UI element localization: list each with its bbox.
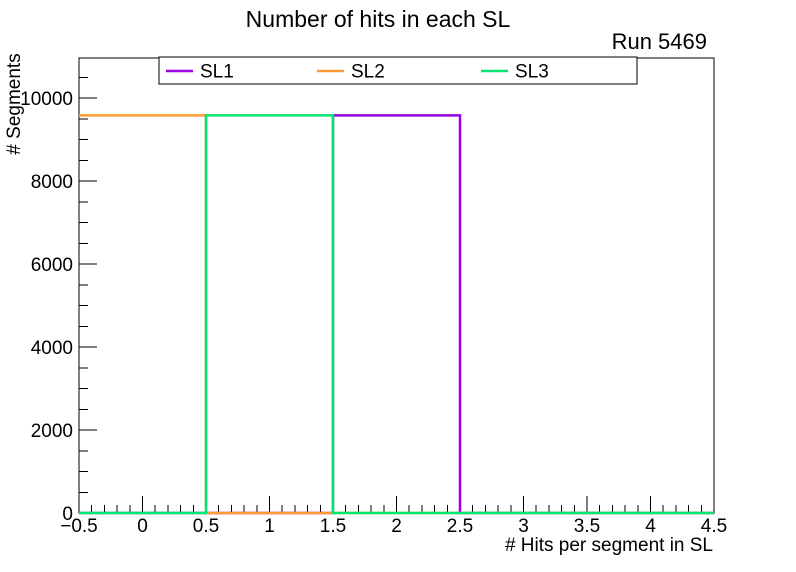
y-tick-label: 6000 (31, 255, 73, 276)
x-tick-label: 0.5 (193, 516, 219, 537)
x-tick-label: 4 (645, 516, 656, 537)
x-tick-label: 2.5 (447, 516, 473, 537)
plot-title: Number of hits in each SL (246, 6, 511, 32)
y-tick-label: 10000 (20, 89, 73, 110)
x-tick-label: −0.5 (60, 516, 98, 537)
series-SL1 (79, 114, 714, 515)
legend-box (158, 56, 638, 85)
y-axis-title: # Segments (4, 53, 25, 154)
x-tick-label: 1 (264, 516, 275, 537)
legend-label: SL1 (200, 62, 234, 83)
legend-label: SL3 (515, 62, 549, 83)
plot-frame (78, 57, 715, 514)
legend-label: SL2 (351, 62, 385, 83)
x-tick-label: 4.5 (701, 516, 727, 537)
x-tick-label: 3 (518, 516, 529, 537)
x-tick-label: 3.5 (574, 516, 600, 537)
y-tick-label: 0 (62, 504, 73, 525)
y-tick-label: 2000 (31, 421, 73, 442)
y-tick-label: 8000 (31, 172, 73, 193)
series-SL2 (79, 114, 714, 515)
x-axis-title: # Hits per segment in SL (505, 535, 713, 556)
series-SL3 (79, 114, 714, 515)
run-number-label: Run 5469 (612, 29, 707, 54)
x-tick-label: 1.5 (320, 516, 346, 537)
x-tick-label: 2 (391, 516, 402, 537)
y-tick-label: 4000 (31, 338, 73, 359)
x-tick-label: 0 (137, 516, 148, 537)
